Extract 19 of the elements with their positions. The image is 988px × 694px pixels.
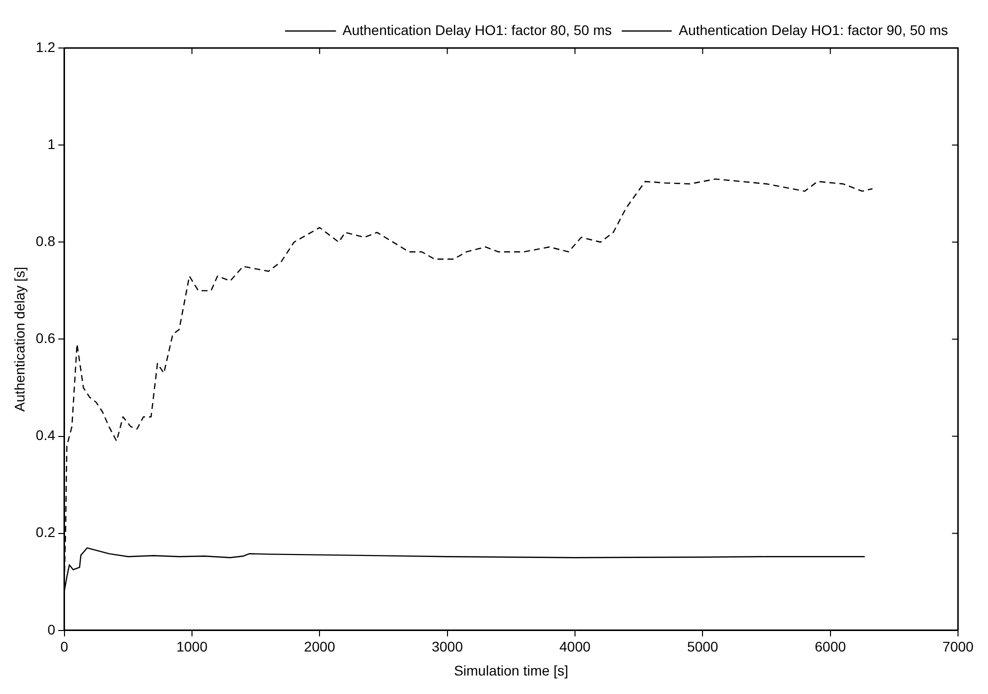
y-tick-label: 0.2: [36, 524, 56, 540]
y-tick-label: 0.4: [36, 427, 56, 444]
y-tick-label: 1: [47, 136, 56, 152]
legend-label: Authentication Delay HO1: factor 90, 50 ms: [678, 22, 948, 38]
x-tick-label: 6000: [814, 638, 846, 655]
legend-label: Authentication Delay HO1: factor 80, 50 ms: [342, 22, 612, 38]
x-tick-label: 4000: [559, 638, 591, 655]
x-tick-label: 1000: [176, 638, 208, 655]
x-tick-label: 0: [60, 638, 68, 655]
x-axis-title: Simulation time [s]: [454, 662, 568, 678]
x-tick-label: 3000: [432, 638, 464, 655]
y-axis-title: Authentication delay [s]: [11, 266, 28, 412]
x-tick-label: 7000: [942, 638, 974, 655]
x-tick-label: 5000: [687, 638, 718, 655]
x-tick-label: 2000: [304, 638, 336, 655]
y-tick-label: 0.6: [36, 330, 56, 346]
y-tick-label: 0: [47, 621, 56, 638]
y-tick-label: 1.2: [36, 38, 56, 55]
y-tick-label: 0.8: [36, 232, 56, 249]
